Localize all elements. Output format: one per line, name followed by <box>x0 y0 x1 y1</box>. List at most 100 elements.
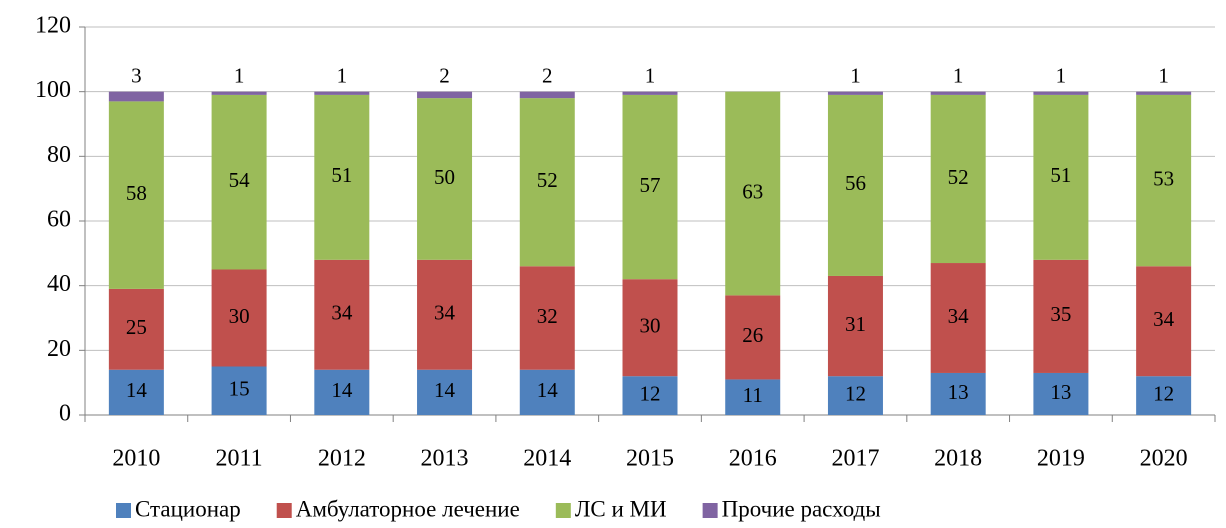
data-label: 1 <box>337 63 348 87</box>
data-label: 56 <box>845 171 866 195</box>
bar-segment <box>622 91 678 95</box>
legend-label: Амбулаторное лечение <box>296 496 520 521</box>
data-label: 52 <box>948 165 969 189</box>
bar-segment <box>930 263 986 373</box>
data-label: 14 <box>537 378 559 402</box>
x-tick-label: 2016 <box>729 446 777 472</box>
data-label: 30 <box>229 304 250 328</box>
x-tick-label: 2019 <box>1037 446 1085 472</box>
data-label: 34 <box>331 301 353 325</box>
bar-segment <box>108 288 164 370</box>
legend-swatch <box>116 503 131 518</box>
bar-segment <box>622 279 678 377</box>
bar-segment <box>417 369 473 415</box>
bar-segment <box>827 376 883 415</box>
bar-segment <box>1033 91 1089 95</box>
bar-segment <box>827 94 883 276</box>
bar-segment <box>725 379 781 415</box>
y-tick-label: 80 <box>47 142 71 168</box>
data-label: 30 <box>640 314 661 338</box>
bar-segment <box>1033 372 1089 415</box>
data-label: 35 <box>1050 302 1071 326</box>
bar-segment <box>211 94 267 270</box>
x-tick-label: 2012 <box>318 446 366 472</box>
x-tick-label: 2010 <box>112 446 160 472</box>
x-tick-label: 2013 <box>421 446 469 472</box>
y-tick-label: 40 <box>47 271 71 297</box>
data-label: 25 <box>126 315 147 339</box>
data-label: 1 <box>953 63 964 87</box>
data-label: 1 <box>645 63 656 87</box>
bar-segment <box>519 369 575 415</box>
data-label: 34 <box>1153 307 1175 331</box>
bar-segment <box>622 94 678 280</box>
y-tick-label: 20 <box>47 336 71 362</box>
legend-swatch <box>702 503 718 518</box>
x-tick-label: 2011 <box>216 446 263 472</box>
data-label: 3 <box>131 63 142 87</box>
data-label: 15 <box>229 377 250 401</box>
bar-segment <box>827 275 883 377</box>
bar-segment <box>417 259 473 370</box>
bar-segment <box>1033 94 1089 260</box>
data-label: 34 <box>434 301 456 325</box>
bar-segment <box>314 369 370 415</box>
x-tick-label: 2020 <box>1140 446 1188 472</box>
y-tick-label: 0 <box>59 401 71 427</box>
data-label: 13 <box>948 380 969 404</box>
data-label: 58 <box>126 181 147 205</box>
data-label: 50 <box>434 165 455 189</box>
legend-swatch <box>276 503 292 518</box>
data-label: 26 <box>742 323 763 347</box>
data-label: 2 <box>439 63 450 87</box>
data-label: 2 <box>542 63 553 87</box>
data-label: 14 <box>331 378 353 402</box>
bar-segment <box>314 259 370 370</box>
x-tick-label: 2014 <box>523 446 571 472</box>
bar-segment <box>519 98 575 267</box>
data-label: 13 <box>1050 380 1071 404</box>
bar-segment <box>417 91 473 99</box>
bar-segment <box>211 366 267 415</box>
bar-segment <box>211 269 267 367</box>
bar-segment <box>1136 266 1192 377</box>
data-label: 1 <box>1056 63 1067 87</box>
bar-segment <box>1033 259 1089 373</box>
bar-segment <box>211 91 267 95</box>
data-label: 51 <box>1050 163 1071 187</box>
data-label: 31 <box>845 312 866 336</box>
legend-label: Стационар <box>135 496 241 521</box>
bar-segment <box>725 295 781 380</box>
y-tick-label: 120 <box>35 13 71 39</box>
data-label: 12 <box>1153 381 1174 405</box>
data-label: 1 <box>1158 63 1169 87</box>
data-label: 11 <box>743 383 763 407</box>
data-label: 54 <box>229 168 251 192</box>
bar-segment <box>108 91 164 102</box>
bar-segment <box>1136 376 1192 415</box>
y-tick-label: 60 <box>47 207 71 233</box>
bar-segment <box>1136 94 1192 267</box>
data-label: 53 <box>1153 166 1174 190</box>
bar-segment <box>725 91 781 296</box>
data-label: 34 <box>948 304 970 328</box>
data-label: 52 <box>537 168 558 192</box>
bar-segment <box>417 98 473 260</box>
data-label: 63 <box>742 179 763 203</box>
bar-segment <box>314 94 370 260</box>
data-label: 57 <box>640 173 661 197</box>
data-label: 14 <box>126 378 148 402</box>
bar-segment <box>622 376 678 415</box>
data-label: 1 <box>234 63 245 87</box>
bar-segment <box>1136 91 1192 95</box>
data-label: 51 <box>331 163 352 187</box>
legend-label: ЛС и МИ <box>575 496 667 521</box>
x-tick-label: 2018 <box>934 446 982 472</box>
bar-segment <box>108 369 164 415</box>
data-label: 1 <box>850 63 861 87</box>
bar-segment <box>519 266 575 370</box>
bar-segment <box>108 101 164 289</box>
bar-segment <box>827 91 883 95</box>
bar-segment <box>314 91 370 95</box>
